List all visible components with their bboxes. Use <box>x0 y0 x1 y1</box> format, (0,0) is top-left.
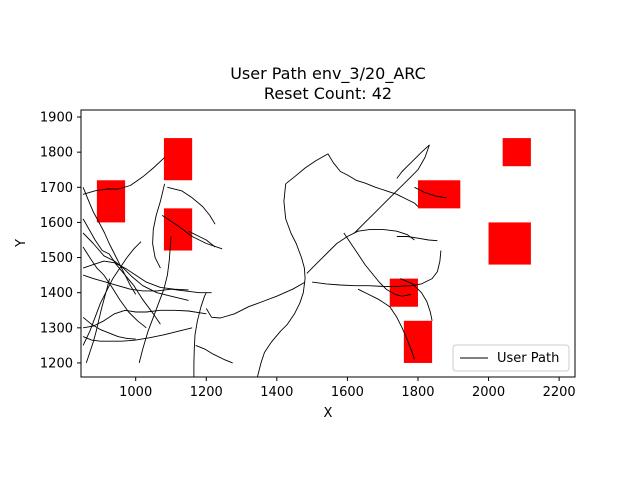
y-tick-label: 1600 <box>40 216 73 231</box>
y-tick-label: 1900 <box>40 111 73 126</box>
user-path-segment <box>161 215 223 250</box>
obstacle-rect <box>488 222 531 265</box>
y-tick-label: 1400 <box>40 286 73 301</box>
plot-frame <box>80 109 576 378</box>
x-axis-ticks: 1000 1200 1400 1600 1800 2000 2200 <box>119 377 576 400</box>
user-path-segment <box>312 250 442 287</box>
y-tick-label: 1700 <box>40 181 73 196</box>
user-path-segment <box>354 144 430 234</box>
x-tick-label: 1600 <box>331 385 364 400</box>
obstacle-rect <box>163 138 193 181</box>
y-tick-label: 1800 <box>40 146 73 161</box>
x-tick-label: 1800 <box>401 385 434 400</box>
user-path-segment <box>400 278 433 321</box>
user-path-segment <box>256 183 306 377</box>
legend: User Path <box>452 344 570 372</box>
x-tick-label: 1000 <box>119 385 152 400</box>
user-path-segment <box>82 187 137 295</box>
user-path-segment <box>82 327 193 342</box>
user-path-segment <box>414 186 447 199</box>
obstacle-rect <box>389 278 418 307</box>
y-axis-label: Y <box>14 239 29 248</box>
x-tick-label: 1200 <box>190 385 223 400</box>
user-path-segment <box>82 316 136 340</box>
user-path-segment <box>82 274 212 294</box>
obstacle-rect <box>417 180 461 209</box>
obstacle-rect <box>96 180 126 223</box>
legend-frame <box>452 344 570 372</box>
user-path-segment <box>82 232 189 301</box>
user-path-segment <box>193 292 207 377</box>
x-axis-label: X <box>324 406 333 421</box>
chart-title: User Path env_3/20_ARC <box>230 64 426 84</box>
x-tick-label: 2200 <box>543 385 576 400</box>
obstacle-layer <box>96 138 531 363</box>
user-path-segment <box>205 281 306 319</box>
user-path-segment <box>396 236 438 242</box>
user-path-segment <box>357 288 415 360</box>
user-path-segment <box>152 183 166 269</box>
y-tick-label: 1500 <box>40 251 73 266</box>
user-path-segment <box>167 186 216 225</box>
user-path-segment <box>138 236 172 364</box>
user-path-layer <box>82 144 447 377</box>
user-path-segment <box>195 344 233 364</box>
user-path-segment <box>82 260 189 291</box>
user-path-segment <box>82 218 161 325</box>
user-path-segment <box>285 153 419 207</box>
user-path-segment <box>82 157 165 195</box>
obstacle-rect <box>163 208 193 251</box>
user-path-segment <box>83 309 207 329</box>
user-path-segment <box>188 230 216 248</box>
user-path-segment <box>82 241 142 346</box>
user-path-segment <box>82 246 147 329</box>
y-tick-label: 1200 <box>40 356 73 371</box>
y-axis-ticks: 1200 1300 1400 1500 1600 1700 1800 1900 <box>40 111 81 371</box>
user-path-segment <box>85 278 111 364</box>
x-tick-label: 1400 <box>260 385 293 400</box>
user-path-segment <box>306 228 415 274</box>
y-tick-label: 1300 <box>40 321 73 336</box>
user-path-segment <box>343 232 411 297</box>
x-tick-label: 2000 <box>472 385 505 400</box>
chart-subtitle: Reset Count: 42 <box>264 84 392 103</box>
obstacle-rect <box>502 138 531 167</box>
legend-label: User Path <box>497 351 559 366</box>
